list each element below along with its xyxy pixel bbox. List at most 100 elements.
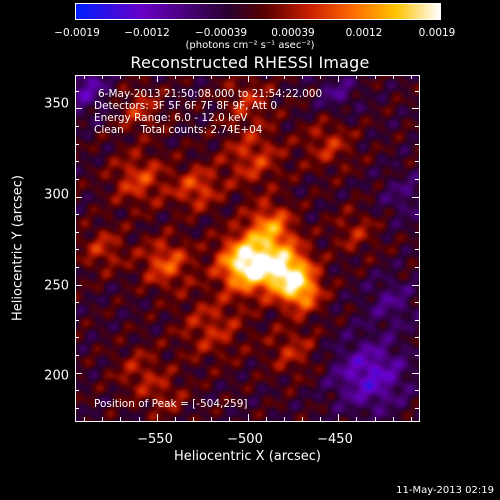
x-tick-mark	[120, 417, 122, 421]
y-tick-mark-right	[412, 284, 419, 286]
x-tick-mark-top	[392, 75, 394, 79]
x-tick-mark	[338, 414, 340, 421]
time-range-text: 6-May-2013 21:50:08.000 to 21:54:22.000	[98, 88, 323, 100]
y-tick-mark-right	[415, 355, 419, 357]
y-tick-mark	[75, 372, 82, 374]
y-tick-mark	[75, 178, 79, 180]
y-tick-mark-right	[415, 143, 419, 145]
x-tick-label-minus450: −450	[317, 432, 353, 447]
y-tick-mark-right	[415, 390, 419, 392]
x-tick-label-minus500: −500	[227, 432, 263, 447]
x-tick-mark	[211, 417, 213, 421]
y-tick-mark	[75, 108, 82, 110]
y-tick-label-300: 300	[44, 187, 69, 203]
y-tick-mark	[75, 249, 79, 251]
colorbar-tick-5: 0.0012	[345, 27, 383, 39]
image-plot-area	[75, 75, 420, 422]
x-tick-mark-top	[410, 75, 412, 79]
y-tick-mark	[75, 214, 79, 216]
y-tick-mark-right	[415, 249, 419, 251]
y-tick-mark-right	[415, 126, 419, 128]
y-tick-mark	[75, 284, 82, 286]
x-tick-mark-top	[374, 75, 376, 79]
y-tick-mark-right	[415, 302, 419, 304]
x-tick-mark-top	[247, 75, 249, 82]
x-tick-mark-top	[265, 75, 267, 79]
x-tick-mark-top	[102, 75, 104, 79]
x-tick-mark	[283, 417, 285, 421]
y-tick-mark	[75, 407, 79, 409]
x-tick-mark-top	[84, 75, 86, 79]
colorbar-tick-3: −0.00039	[194, 27, 248, 39]
x-tick-mark-top	[120, 75, 122, 79]
x-tick-mark-top	[211, 75, 213, 79]
x-tick-mark-top	[338, 75, 340, 82]
x-tick-mark-top	[174, 75, 176, 79]
colorbar	[75, 3, 441, 20]
x-tick-mark	[356, 417, 358, 421]
y-tick-mark	[75, 90, 79, 92]
y-tick-mark-right	[415, 161, 419, 163]
x-tick-mark	[138, 417, 140, 421]
x-tick-mark	[301, 417, 303, 421]
y-tick-mark-right	[415, 231, 419, 233]
x-tick-mark-top	[283, 75, 285, 79]
y-tick-mark-right	[412, 372, 419, 374]
y-tick-mark	[75, 390, 79, 392]
plot-title: Reconstructed RHESSI Image	[130, 53, 370, 72]
generation-timestamp: 11-May-2013 02:19	[396, 485, 494, 496]
energy-range-text: Energy Range: 6.0 - 12.0 keV	[94, 112, 248, 124]
y-tick-mark-right	[415, 90, 419, 92]
y-tick-mark	[75, 143, 79, 145]
colorbar-tick-1: −0.0019	[54, 27, 100, 39]
peak-position-text: Position of Peak = [-504,259]	[94, 398, 248, 410]
rhessi-image-heatmap	[76, 76, 419, 421]
x-tick-mark-top	[229, 75, 231, 79]
colorbar-tick-4: 0.00039	[271, 27, 315, 39]
y-tick-mark	[75, 302, 79, 304]
x-tick-mark	[229, 417, 231, 421]
y-tick-mark	[75, 319, 79, 321]
x-tick-mark	[374, 417, 376, 421]
y-tick-mark-right	[415, 178, 419, 180]
colorbar-tick-6: 0.0019	[418, 27, 456, 39]
y-tick-label-200: 200	[44, 368, 69, 384]
y-tick-mark-right	[415, 214, 419, 216]
x-tick-mark	[410, 417, 412, 421]
x-tick-mark	[193, 417, 195, 421]
x-tick-mark	[102, 417, 104, 421]
y-tick-label-350: 350	[44, 96, 69, 112]
x-tick-label-minus550: −550	[137, 432, 173, 447]
y-tick-mark	[75, 196, 82, 198]
y-tick-mark	[75, 355, 79, 357]
y-tick-mark-right	[415, 337, 419, 339]
y-tick-mark	[75, 161, 79, 163]
y-tick-mark-right	[412, 108, 419, 110]
y-tick-mark-right	[415, 319, 419, 321]
x-tick-mark	[247, 414, 249, 421]
detectors-text: Detectors: 3F 5F 6F 7F 8F 9F, Att 0	[94, 100, 278, 112]
x-tick-mark-top	[138, 75, 140, 79]
y-tick-mark-right	[415, 266, 419, 268]
x-axis-label: Heliocentric X (arcsec)	[174, 449, 321, 464]
x-tick-mark-top	[320, 75, 322, 79]
clean-total-counts-text: Clean Total counts: 2.74E+04	[94, 124, 263, 136]
y-tick-mark	[75, 126, 79, 128]
y-tick-label-250: 250	[44, 278, 69, 294]
y-tick-mark	[75, 266, 79, 268]
y-axis-label: Heliocentric Y (arcsec)	[10, 175, 26, 321]
x-tick-mark	[84, 417, 86, 421]
x-tick-mark	[174, 417, 176, 421]
x-tick-mark-top	[156, 75, 158, 82]
y-tick-mark-right	[412, 196, 419, 198]
x-tick-mark-top	[301, 75, 303, 79]
x-tick-mark	[392, 417, 394, 421]
colorbar-units: (photons cm⁻² s⁻¹ asec⁻²)	[185, 40, 315, 51]
y-tick-mark-right	[415, 407, 419, 409]
y-tick-mark	[75, 231, 79, 233]
x-tick-mark	[265, 417, 267, 421]
colorbar-tick-2: −0.0012	[124, 27, 170, 39]
x-tick-mark-top	[356, 75, 358, 79]
x-tick-mark	[320, 417, 322, 421]
x-tick-mark-top	[193, 75, 195, 79]
